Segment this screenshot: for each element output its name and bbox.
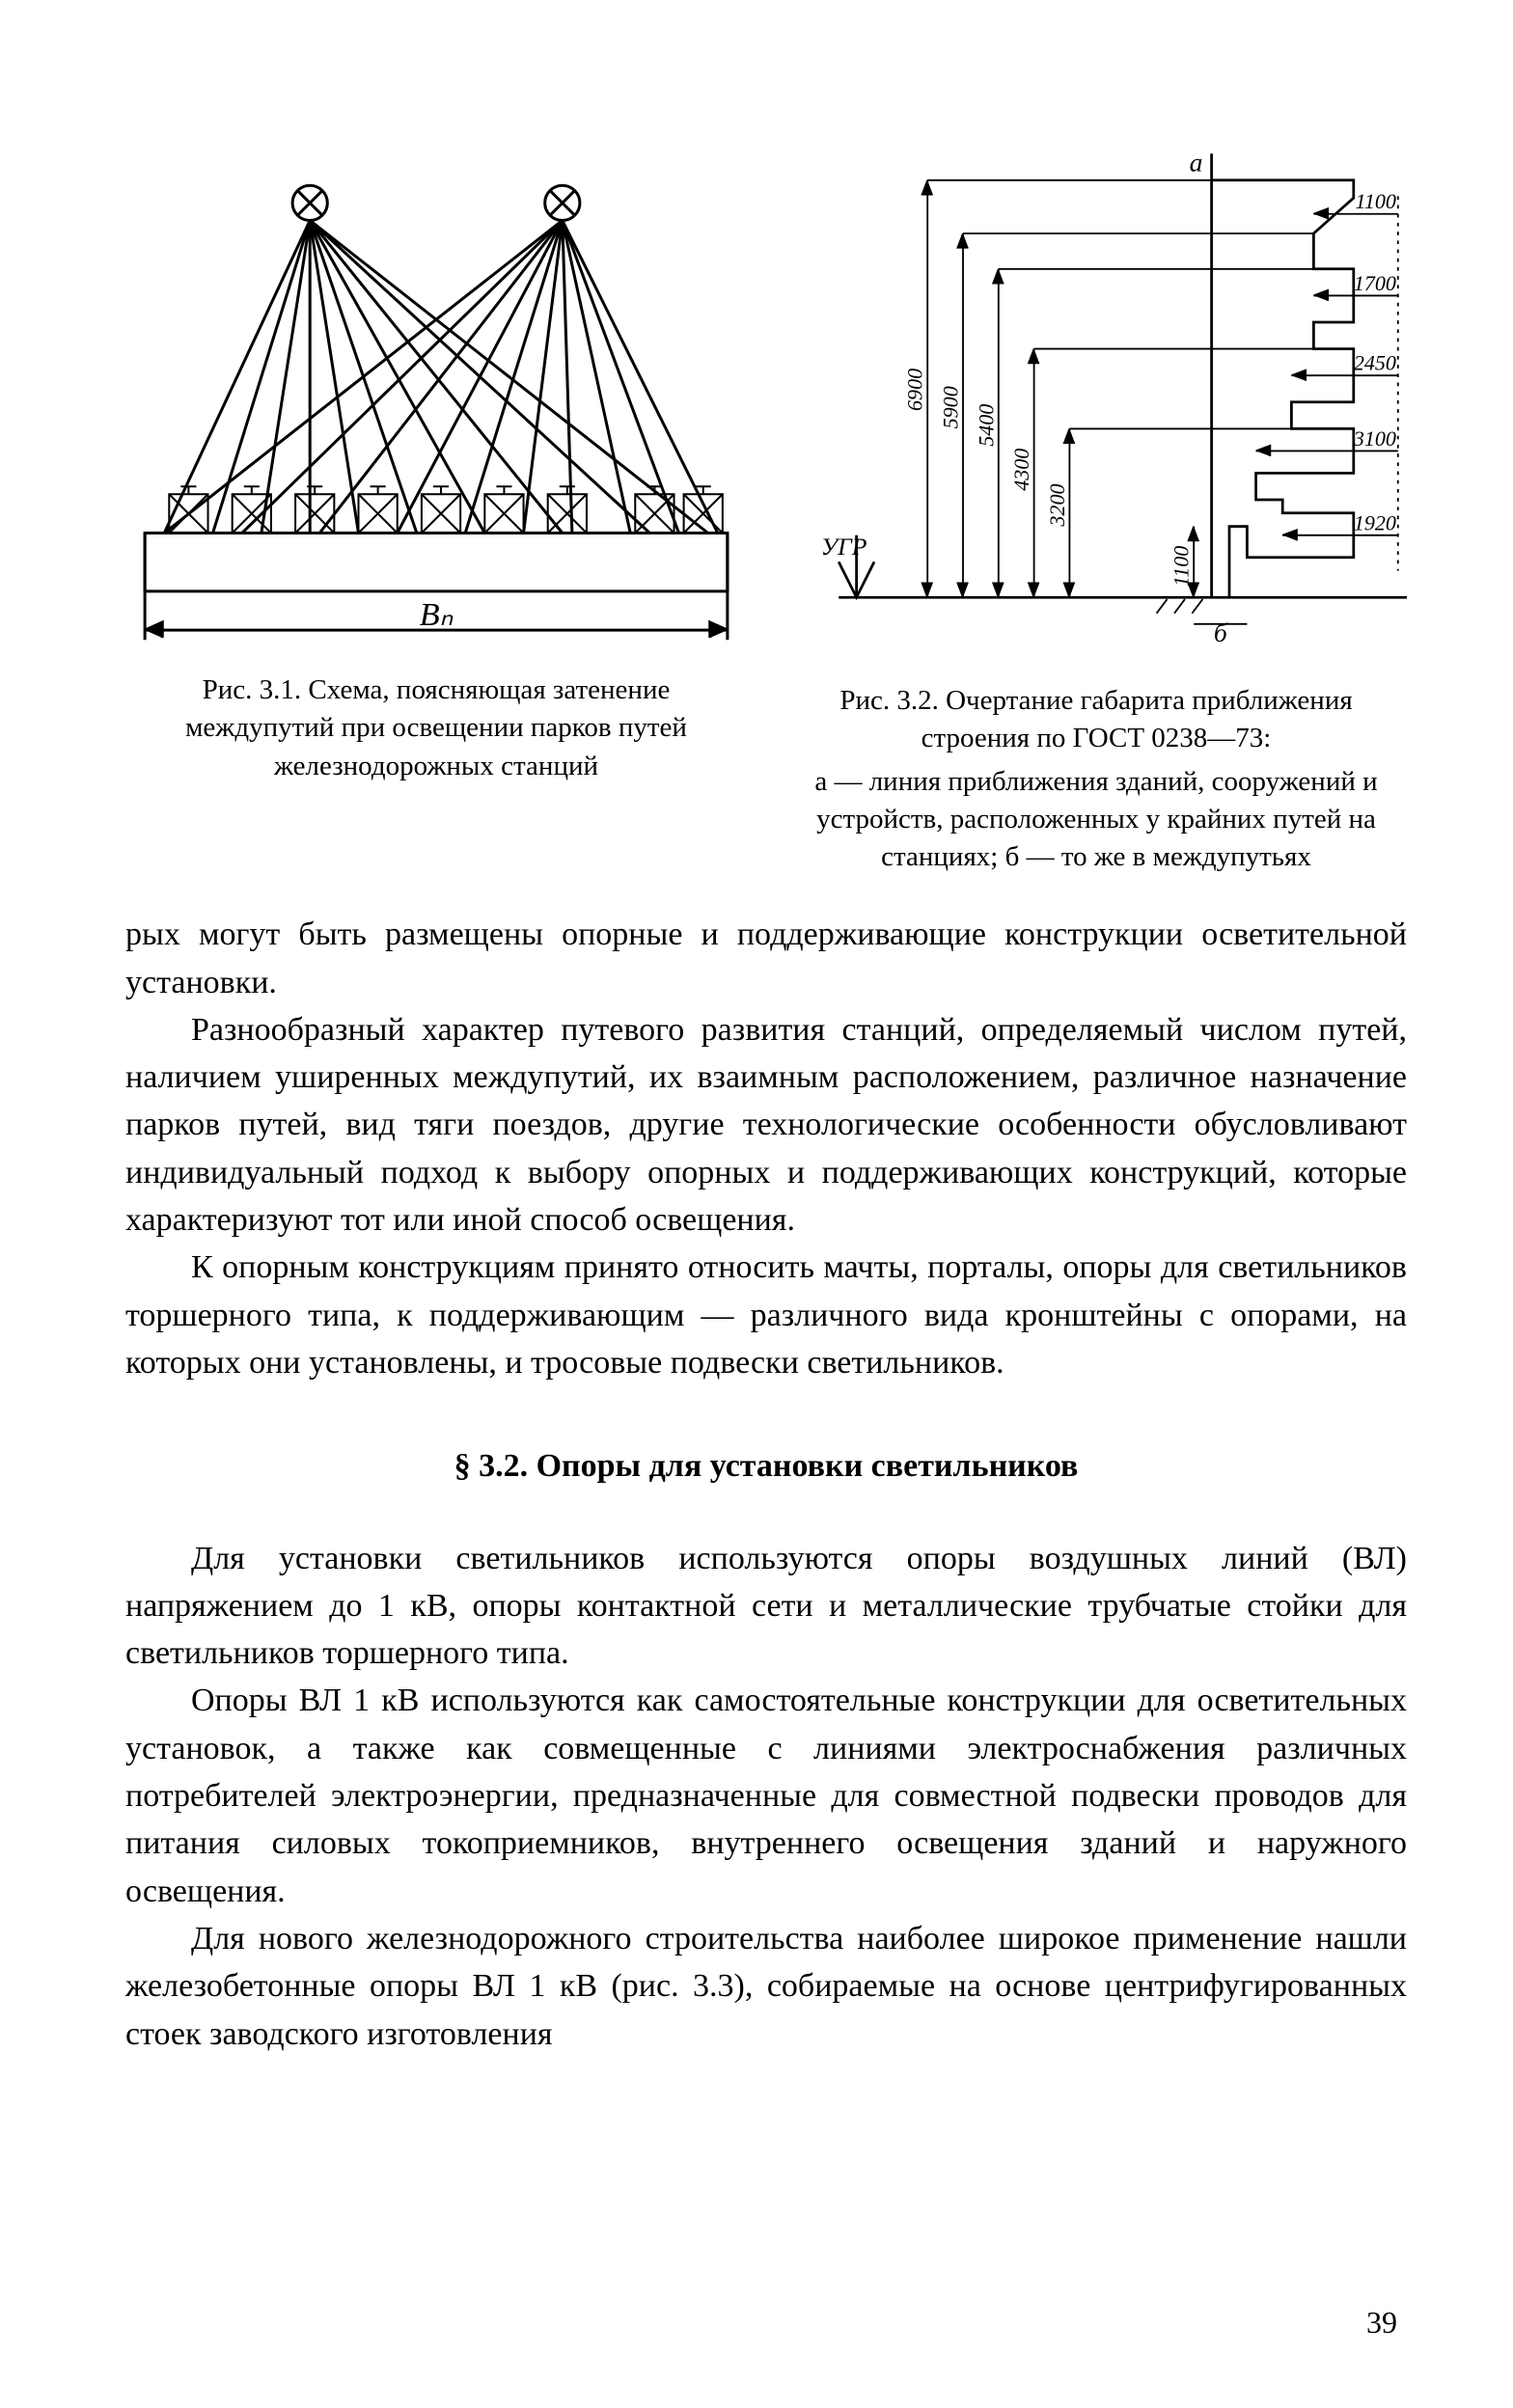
dim-v-3: 4300 bbox=[1009, 449, 1033, 491]
para-6: Для нового железнодорожного строительств… bbox=[125, 1915, 1407, 2058]
para-2: Разнообразный характер путевого развития… bbox=[125, 1006, 1407, 1244]
section-heading: § 3.2. Опоры для установки светильников bbox=[125, 1442, 1407, 1490]
para-3: К опорным конструкциям принято относить … bbox=[125, 1244, 1407, 1386]
dim-v-5: 1100 bbox=[1169, 546, 1194, 588]
figure-3-1: Вₙ Рис. 3.1. Схема, поясняющая затенение… bbox=[125, 145, 747, 876]
fig32-label-a: а bbox=[1190, 148, 1203, 178]
fig32-caption: Рис. 3.2. Очертание габарита приближения… bbox=[785, 682, 1407, 877]
para-5: Опоры ВЛ 1 кВ используются как самостоят… bbox=[125, 1677, 1407, 1914]
fig-3-2-svg: а bbox=[785, 145, 1407, 660]
fig31-caption: Рис. 3.1. Схема, поясняющая затенение ме… bbox=[125, 671, 747, 784]
page-number: 39 bbox=[1366, 2305, 1397, 2340]
dim-h-2: 2450 bbox=[1354, 351, 1396, 375]
dim-h-4: 1920 bbox=[1354, 510, 1396, 534]
fig-3-1-svg: Вₙ bbox=[125, 145, 747, 649]
para-4: Для установки светильников используются … bbox=[125, 1535, 1407, 1678]
body-text: рых могут быть размещены опорные и подде… bbox=[125, 911, 1407, 2058]
fig32-caption-main: Рис. 3.2. Очертание габарита приближения… bbox=[785, 682, 1407, 757]
dim-h-3: 3100 bbox=[1353, 426, 1396, 451]
fig32-label-b: б bbox=[1214, 617, 1228, 647]
figure-3-2: а bbox=[785, 145, 1407, 876]
page: Вₙ Рис. 3.1. Схема, поясняющая затенение… bbox=[0, 0, 1513, 2408]
dim-v-1: 5900 bbox=[938, 386, 962, 428]
dim-h-0: 1100 bbox=[1355, 189, 1396, 213]
fig31-label-bp: Вₙ bbox=[420, 597, 454, 633]
fig32-label-ugr: УГР bbox=[821, 533, 867, 561]
dim-h-1: 1700 bbox=[1354, 271, 1396, 295]
para-1: рых могут быть размещены опорные и подде… bbox=[125, 911, 1407, 1006]
fig32-caption-sub: а — линия приближения зданий, сооружений… bbox=[785, 763, 1407, 876]
dim-v-0: 6900 bbox=[903, 369, 927, 411]
dim-v-4: 3200 bbox=[1045, 483, 1069, 527]
dim-v-2: 5400 bbox=[974, 404, 998, 447]
figure-row: Вₙ Рис. 3.1. Схема, поясняющая затенение… bbox=[125, 145, 1407, 876]
